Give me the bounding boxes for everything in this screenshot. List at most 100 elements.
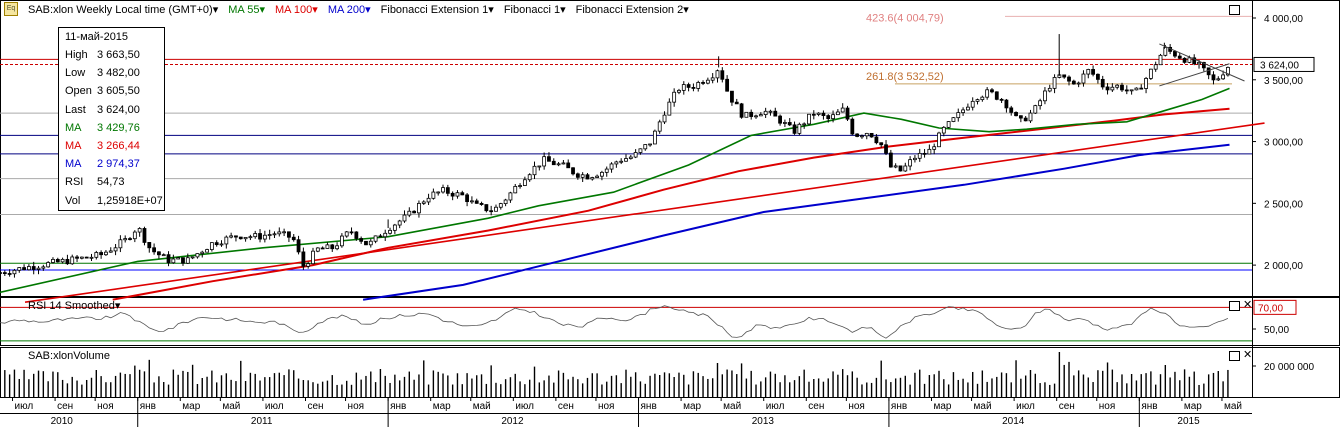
candle-body: [614, 161, 619, 165]
month-tick-label: май: [723, 401, 741, 412]
ohlc-row: Low 3 482,00: [59, 64, 164, 82]
candle-body: [725, 78, 730, 92]
candle-body: [749, 111, 754, 117]
candle-body: [730, 90, 734, 103]
candle-body: [296, 239, 301, 253]
indicator-ma200[interactable]: MA 200▾: [327, 3, 371, 16]
candle-body: [60, 258, 65, 263]
candle-body: [41, 266, 46, 269]
candle-body: [128, 238, 132, 240]
candle-body: [465, 194, 469, 203]
indicator-ma55[interactable]: MA 55▾: [228, 3, 265, 16]
candle-body: [980, 96, 985, 101]
month-tick-label: ноя: [1099, 401, 1116, 412]
maximize-price-panel-button[interactable]: [1229, 5, 1240, 15]
candle-body: [734, 101, 739, 105]
candle-body: [181, 257, 185, 264]
candle-body: [1192, 57, 1197, 65]
candle-body: [643, 144, 648, 150]
month-tick-label: май: [222, 401, 240, 412]
candle-body: [147, 242, 152, 249]
month-tick-label: янв: [390, 401, 406, 412]
indicator-ma100[interactable]: MA 100▾: [274, 3, 318, 16]
candle-body: [604, 168, 609, 173]
candle-body: [999, 98, 1004, 101]
candle-body: [638, 148, 643, 153]
candle-body: [537, 165, 542, 168]
candle-body: [869, 132, 874, 138]
candle-body: [157, 251, 161, 256]
close-rsi-panel-icon[interactable]: ✕: [1243, 299, 1253, 311]
rsi-panel-title[interactable]: RSI 14 Smoothed▾: [28, 300, 121, 312]
symbol-menu[interactable]: SAB:xlon Weekly Local time (GMT+0)▾: [28, 3, 219, 16]
month-tick-label: сен: [808, 401, 824, 412]
price-tick-label: 3 000,00: [1264, 138, 1303, 149]
candle-body: [1129, 89, 1134, 92]
candle-body: [990, 89, 994, 93]
candle-body: [783, 122, 787, 124]
maximize-volume-panel-button[interactable]: [1229, 351, 1240, 361]
year-tick-label: 2014: [1002, 416, 1025, 427]
rsi-level-tag: [1253, 299, 1297, 315]
month-tick-label: янв: [140, 401, 156, 412]
candle-body: [364, 240, 368, 246]
rsi-level-label: 70,00: [1258, 303, 1283, 314]
last-price-tag: [1253, 56, 1315, 72]
symbol-label: SAB:xlon Weekly Local time (GMT+0): [28, 3, 213, 16]
candle-body: [70, 256, 75, 265]
candle-body: [985, 89, 990, 98]
candle-body: [575, 173, 580, 178]
month-tick-label: сен: [57, 401, 73, 412]
candle-body: [479, 202, 484, 205]
indicator-fib-extension-1[interactable]: Fibonacci Extension 1▾: [380, 3, 494, 16]
candle-body: [108, 250, 113, 253]
equity-icon: Eq: [4, 2, 18, 16]
candle-body: [778, 115, 782, 124]
candle-body: [445, 187, 450, 194]
candle-body: [455, 192, 460, 197]
ohlc-value: 3 663,50: [97, 49, 140, 62]
candle-body: [1096, 73, 1100, 80]
candle-body: [392, 224, 397, 231]
candle-body: [961, 109, 965, 113]
month-tick-label: май: [1224, 401, 1242, 412]
candle-body: [301, 251, 306, 267]
indicator-fib-extension-2[interactable]: Fibonacci Extension 2▾: [575, 3, 689, 16]
year-tick-label: 2011: [251, 416, 273, 427]
candle-body: [648, 143, 652, 146]
candle-body: [219, 243, 224, 246]
candle-body: [1177, 55, 1182, 59]
candle-body: [214, 242, 219, 246]
candle-body: [36, 267, 41, 270]
candle-body: [113, 247, 118, 252]
candle-body: [498, 203, 503, 208]
candle-body: [378, 235, 383, 238]
candle-body: [1100, 78, 1105, 88]
candle-body: [287, 231, 291, 238]
candle-body: [200, 251, 205, 255]
indicator-fib-1[interactable]: Fibonacci 1▾: [503, 3, 566, 16]
candle-body: [609, 163, 614, 170]
candle-body: [532, 165, 537, 176]
candle-body: [595, 175, 600, 178]
candle-body: [368, 240, 373, 246]
ohlc-row: RSI 54,73: [59, 173, 164, 191]
candle-body: [1226, 66, 1230, 76]
candle-body: [51, 258, 55, 263]
ohlc-key: MA: [65, 158, 82, 171]
month-tick-label: июл: [265, 401, 284, 412]
candle-body: [354, 231, 359, 239]
ma-200-line: [362, 143, 1230, 301]
maximize-rsi-panel-button[interactable]: [1229, 301, 1240, 311]
candle-body: [436, 191, 441, 194]
candle-body: [551, 160, 556, 166]
candle-body: [132, 231, 137, 240]
candle-body: [46, 262, 51, 268]
candle-body: [705, 79, 710, 84]
close-volume-panel-icon[interactable]: ✕: [1243, 349, 1253, 361]
candle-body: [667, 101, 672, 116]
candle-body: [768, 110, 773, 113]
candle-body: [975, 99, 980, 102]
candle-body: [542, 156, 547, 167]
candle-body: [686, 84, 691, 88]
